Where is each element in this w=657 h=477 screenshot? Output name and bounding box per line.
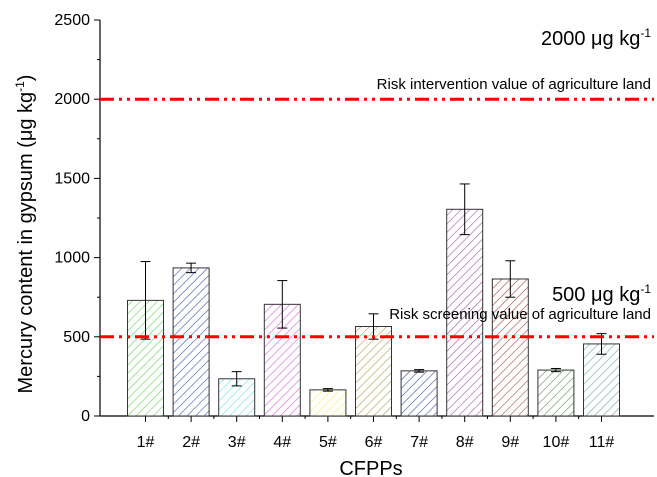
x-tick-label: 9# [501, 434, 519, 451]
x-tick-label: 4# [273, 434, 291, 451]
bar-9 [491, 278, 529, 417]
x-tick-label: 2# [182, 434, 200, 451]
bar-2 [172, 267, 210, 417]
y-tick-label: 500 [63, 329, 90, 346]
y-axis: 0 500 1000 1500 2000 2500 [54, 12, 101, 425]
reference-label-sub: Risk screening value of agriculture land [389, 306, 651, 323]
reference-lines: 2000 μg kg-1 Risk intervention value of a… [100, 26, 654, 339]
axis-labels: CFPPs Mercury content in gypsum (μg kg-1) [13, 75, 403, 477]
x-tick-label: 11# [589, 434, 615, 451]
bar-7 [400, 370, 438, 417]
bars [127, 208, 620, 417]
x-axis: 1# 2# 3# 4# 5# 6# 7# 8# 9# 10# 11# [100, 415, 654, 451]
bar-6 [355, 326, 392, 417]
x-tick-label: 3# [228, 434, 246, 451]
x-tick-label: 5# [319, 434, 337, 451]
reference-label-sub: Risk intervention value of agriculture l… [377, 76, 651, 93]
x-tick-label: 10# [543, 434, 570, 451]
x-tick-label: 1# [137, 434, 155, 451]
y-axis-label: Mercury content in gypsum (μg kg-1) [13, 75, 37, 394]
y-tick-label: 1000 [54, 250, 90, 267]
y-tick-label: 2000 [54, 91, 90, 108]
x-axis-label: CFPPs [339, 458, 402, 477]
error-bars [140, 183, 607, 392]
reference-label-main: 2000 μg kg-1 [541, 26, 651, 50]
reference-label-main: 500 μg kg-1 [552, 282, 651, 306]
x-tick-label: 8# [456, 434, 474, 451]
x-tick-label: 6# [365, 434, 383, 451]
bar-10 [537, 369, 575, 417]
bar-11 [583, 343, 620, 417]
x-tick-label: 7# [410, 434, 428, 451]
bar-5 [309, 389, 347, 417]
y-tick-label: 2500 [54, 12, 90, 29]
y-tick-label: 1500 [54, 170, 90, 187]
y-tick-label: 0 [81, 408, 90, 425]
